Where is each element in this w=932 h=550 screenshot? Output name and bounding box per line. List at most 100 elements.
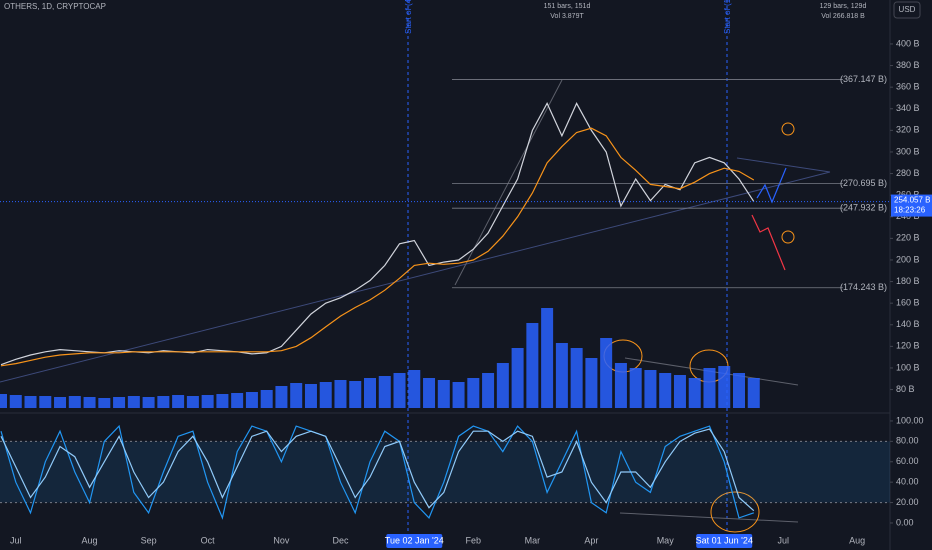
level-label: (270.695 B): [840, 178, 887, 188]
x-tick-label: Dec: [332, 535, 349, 545]
x-tick-label: Feb: [466, 535, 482, 545]
volume-bar: [157, 396, 170, 408]
x-tick-label: Oct: [201, 535, 216, 545]
y-tick-label: 220 B: [896, 233, 920, 243]
x-tick-label: Aug: [849, 535, 865, 545]
y-tick-label: 80 B: [896, 384, 915, 394]
volume-bar: [437, 380, 450, 408]
volume-bar: [127, 396, 140, 408]
x-tick-label: Sep: [141, 535, 157, 545]
trend-line: [0, 171, 831, 383]
volume-bar: [9, 395, 22, 408]
y-tick-label: 0.00: [896, 517, 914, 527]
cycle-label: Start of (1): [723, 0, 732, 34]
volume-bar: [673, 375, 686, 408]
volume-bar: [733, 373, 745, 408]
trend-line: [736, 157, 831, 173]
y-tick-label: 320 B: [896, 125, 920, 135]
volume-bar: [39, 396, 52, 408]
volume-bar: [290, 383, 303, 408]
volume-bar: [585, 358, 598, 408]
volume-bar: [172, 395, 185, 408]
y-tick-label: 140 B: [896, 319, 920, 329]
y-tick-label: 280 B: [896, 168, 920, 178]
volume-bar: [260, 390, 273, 408]
y-tick-label: 400 B: [896, 38, 920, 48]
y-tick-label: 260 B: [896, 190, 920, 200]
volume-bar: [98, 398, 111, 408]
currency-label[interactable]: USD: [899, 5, 916, 14]
y-tick-label: 200 B: [896, 254, 920, 264]
x-tick-label: Tue 02 Jan '24: [385, 535, 444, 545]
volume-bar: [747, 378, 760, 408]
volume-bar: [113, 397, 126, 408]
volume-bar: [688, 378, 701, 408]
symbol-title: OTHERS, 1D, CRYPTOCAP: [4, 2, 106, 11]
level-label: (247.932 B): [840, 203, 887, 213]
y-tick-label: 160 B: [896, 298, 920, 308]
volume-bar: [0, 394, 7, 408]
x-tick-label: May: [657, 535, 675, 545]
oscillator-band: [0, 441, 890, 503]
volume-bar: [83, 397, 96, 408]
y-tick-label: 300 B: [896, 146, 920, 156]
last-price-tag: [891, 194, 932, 217]
volume-bar: [245, 392, 258, 408]
smiley-icon: [781, 230, 795, 244]
volume-bar: [703, 368, 716, 408]
currency-button[interactable]: [893, 1, 921, 19]
level-label: (367.147 B): [840, 74, 887, 84]
volume-bar: [186, 396, 199, 408]
smiley-icon: [781, 122, 795, 136]
volume-bar: [659, 373, 672, 408]
volume-bar: [541, 308, 554, 408]
highlight-circle: [710, 491, 760, 533]
x-tick-label: Nov: [273, 535, 290, 545]
level-label: (174.243 B): [840, 282, 887, 292]
series-line: [0, 428, 755, 512]
volume-bar: [496, 363, 509, 408]
cycle-label: Start of (4): [404, 0, 413, 34]
countdown-label: 18:23:26: [894, 206, 926, 215]
scenario-arrow: [751, 214, 786, 271]
volume-bar: [54, 397, 67, 408]
volume-bar: [482, 373, 495, 408]
y-tick-label: 80.00: [896, 436, 919, 446]
volume-bar: [629, 368, 642, 408]
last-price-label: 254.057 B: [894, 196, 930, 205]
volume-bar: [334, 380, 347, 408]
volume-bar: [718, 366, 731, 408]
volume-bar: [275, 386, 288, 408]
y-tick-label: 180 B: [896, 276, 920, 286]
trend-line: [454, 79, 563, 286]
volume-bar: [304, 384, 317, 408]
volume-bar: [452, 382, 465, 408]
volume-bar: [614, 363, 627, 408]
volume-bar: [600, 338, 613, 408]
y-tick-label: 340 B: [896, 103, 920, 113]
y-tick-label: 40.00: [896, 477, 919, 487]
scenario-arrow: [756, 167, 787, 204]
volume-bar: [393, 373, 406, 408]
volume-bar: [68, 396, 81, 408]
trend-line: [619, 512, 799, 523]
volume-bar: [24, 396, 37, 408]
volume-bar: [408, 370, 421, 408]
volume-bar: [201, 395, 214, 408]
volume-bar: [231, 393, 244, 408]
volume-bar: [511, 348, 524, 408]
x-tick-label: Jul: [10, 535, 22, 545]
volume-bar: [467, 378, 480, 408]
y-tick-label: 20.00: [896, 497, 919, 507]
volume-bar: [364, 378, 376, 408]
series-line: [0, 127, 755, 367]
y-tick-label: 100.00: [896, 415, 924, 425]
y-tick-label: 100 B: [896, 362, 920, 372]
series-line: [0, 424, 754, 520]
x-tick-label: Mar: [525, 535, 541, 545]
series-line: [0, 102, 755, 366]
volume-bar: [349, 381, 362, 408]
volume-bar: [142, 397, 155, 408]
x-tick-label: Aug: [82, 535, 98, 545]
